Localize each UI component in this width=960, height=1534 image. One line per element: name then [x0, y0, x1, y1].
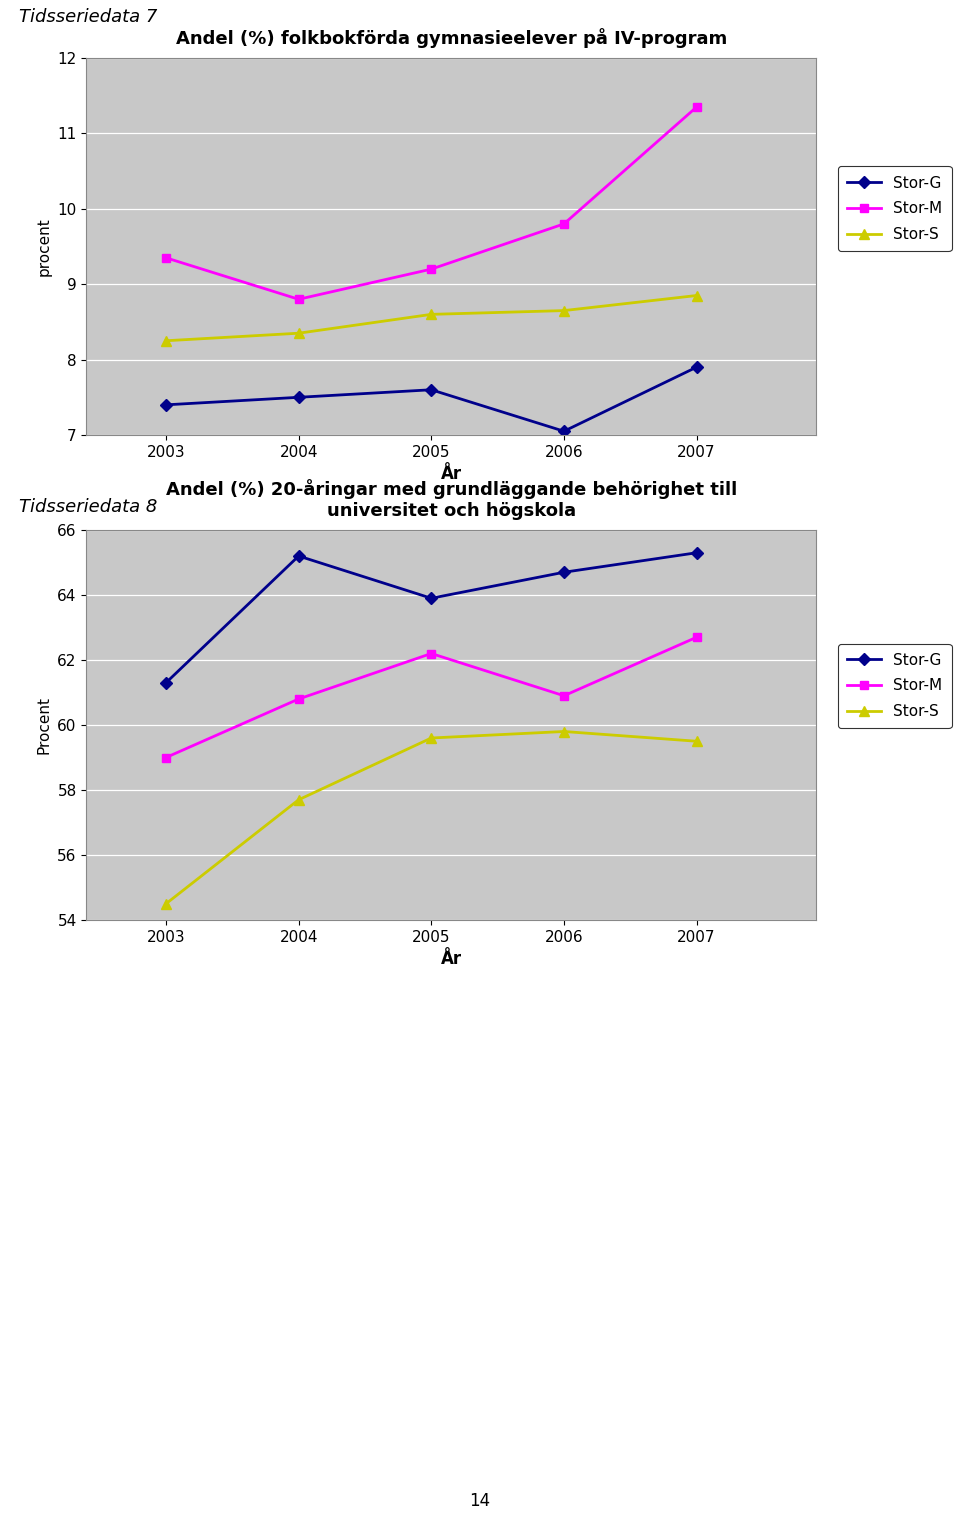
Stor-S — [691, 287, 703, 305]
Stor-S — [558, 723, 569, 741]
Stor-S — [425, 305, 437, 324]
Stor-G — [558, 422, 569, 440]
Stor-S — [160, 894, 172, 913]
Stor-S — [425, 729, 437, 747]
Stor-S — [160, 331, 172, 350]
Line: Stor-M: Stor-M — [162, 634, 701, 762]
Stor-G — [425, 380, 437, 399]
Stor-M — [558, 215, 569, 233]
Stor-M — [160, 749, 172, 767]
Line: Stor-G: Stor-G — [162, 364, 701, 436]
Text: 14: 14 — [469, 1493, 491, 1509]
Legend: Stor-G, Stor-M, Stor-S: Stor-G, Stor-M, Stor-S — [838, 166, 951, 252]
Stor-M — [293, 290, 304, 308]
Stor-M — [425, 259, 437, 278]
Stor-G — [293, 546, 304, 565]
Stor-M — [293, 690, 304, 709]
Line: Stor-S: Stor-S — [161, 727, 702, 908]
Stor-M — [691, 98, 703, 117]
Stor-M — [691, 627, 703, 646]
X-axis label: År: År — [441, 950, 462, 968]
Stor-G — [160, 673, 172, 692]
Stor-S — [293, 790, 304, 808]
Stor-G — [160, 396, 172, 414]
Stor-S — [691, 732, 703, 750]
Stor-G — [691, 357, 703, 376]
Y-axis label: procent: procent — [36, 218, 52, 276]
Title: Andel (%) folkbokförda gymnasieelever på IV-program: Andel (%) folkbokförda gymnasieelever på… — [176, 28, 727, 48]
Text: Tidsseriedata 8: Tidsseriedata 8 — [19, 499, 157, 515]
Line: Stor-G: Stor-G — [162, 549, 701, 687]
Stor-G — [425, 589, 437, 607]
Text: Tidsseriedata 7: Tidsseriedata 7 — [19, 8, 157, 26]
Stor-M — [425, 644, 437, 663]
Stor-S — [293, 324, 304, 342]
Title: Andel (%) 20-åringar med grundläggande behörighet till
universitet och högskola: Andel (%) 20-åringar med grundläggande b… — [165, 479, 737, 520]
Stor-M — [558, 687, 569, 706]
Stor-G — [293, 388, 304, 407]
X-axis label: År: År — [441, 465, 462, 483]
Line: Stor-S: Stor-S — [161, 290, 702, 345]
Stor-S — [558, 301, 569, 319]
Stor-G — [558, 563, 569, 581]
Stor-G — [691, 543, 703, 561]
Stor-M — [160, 249, 172, 267]
Legend: Stor-G, Stor-M, Stor-S: Stor-G, Stor-M, Stor-S — [838, 644, 951, 729]
Line: Stor-M: Stor-M — [162, 103, 701, 304]
Y-axis label: Procent: Procent — [36, 696, 52, 755]
